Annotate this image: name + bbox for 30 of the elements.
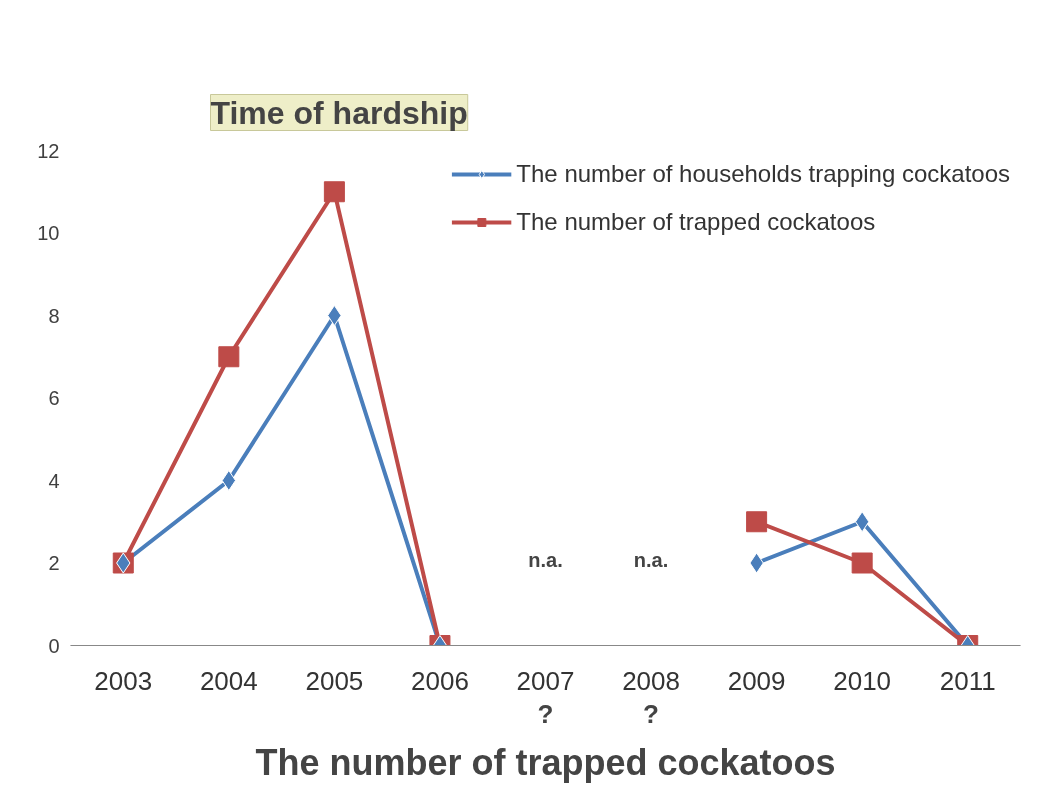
x-tick-label: 2008	[622, 665, 680, 696]
point	[851, 552, 873, 574]
x-tick-label: 2005	[305, 665, 364, 696]
x-tick-label: 2007	[516, 665, 575, 696]
point	[221, 470, 236, 491]
text: ?	[643, 698, 660, 729]
point	[218, 346, 240, 368]
y-tick-label: 4	[48, 469, 60, 492]
x-tick-label: 2004	[199, 665, 258, 696]
point	[746, 511, 768, 533]
text: ?	[537, 698, 554, 729]
legend-label: The number of trapped cockatoos	[516, 208, 876, 236]
legend-label: The number of households trapping cockatoos	[516, 160, 1010, 188]
annotation: n.a.	[528, 549, 563, 572]
y-tick-label: 10	[37, 222, 60, 244]
annotation: n.a.	[633, 549, 669, 572]
x-tick-label: 2006	[411, 665, 469, 696]
x-axis-title: The number of trapped cockatoos	[255, 741, 836, 783]
y-tick-label: 8	[48, 304, 60, 327]
x-tick-label: 2003	[94, 665, 153, 696]
text: Time of hardship	[210, 94, 468, 131]
y-tick-label: 0	[48, 634, 60, 657]
y-tick-label: 6	[48, 387, 60, 409]
y-tick-label: 12	[37, 139, 60, 162]
x-tick-label: 2010	[833, 665, 892, 696]
y-tick-label: 2	[48, 552, 60, 574]
point	[327, 305, 342, 326]
x-tick-label: 2011	[939, 665, 996, 696]
point	[323, 181, 345, 203]
x-tick-label: 2009	[727, 665, 786, 696]
